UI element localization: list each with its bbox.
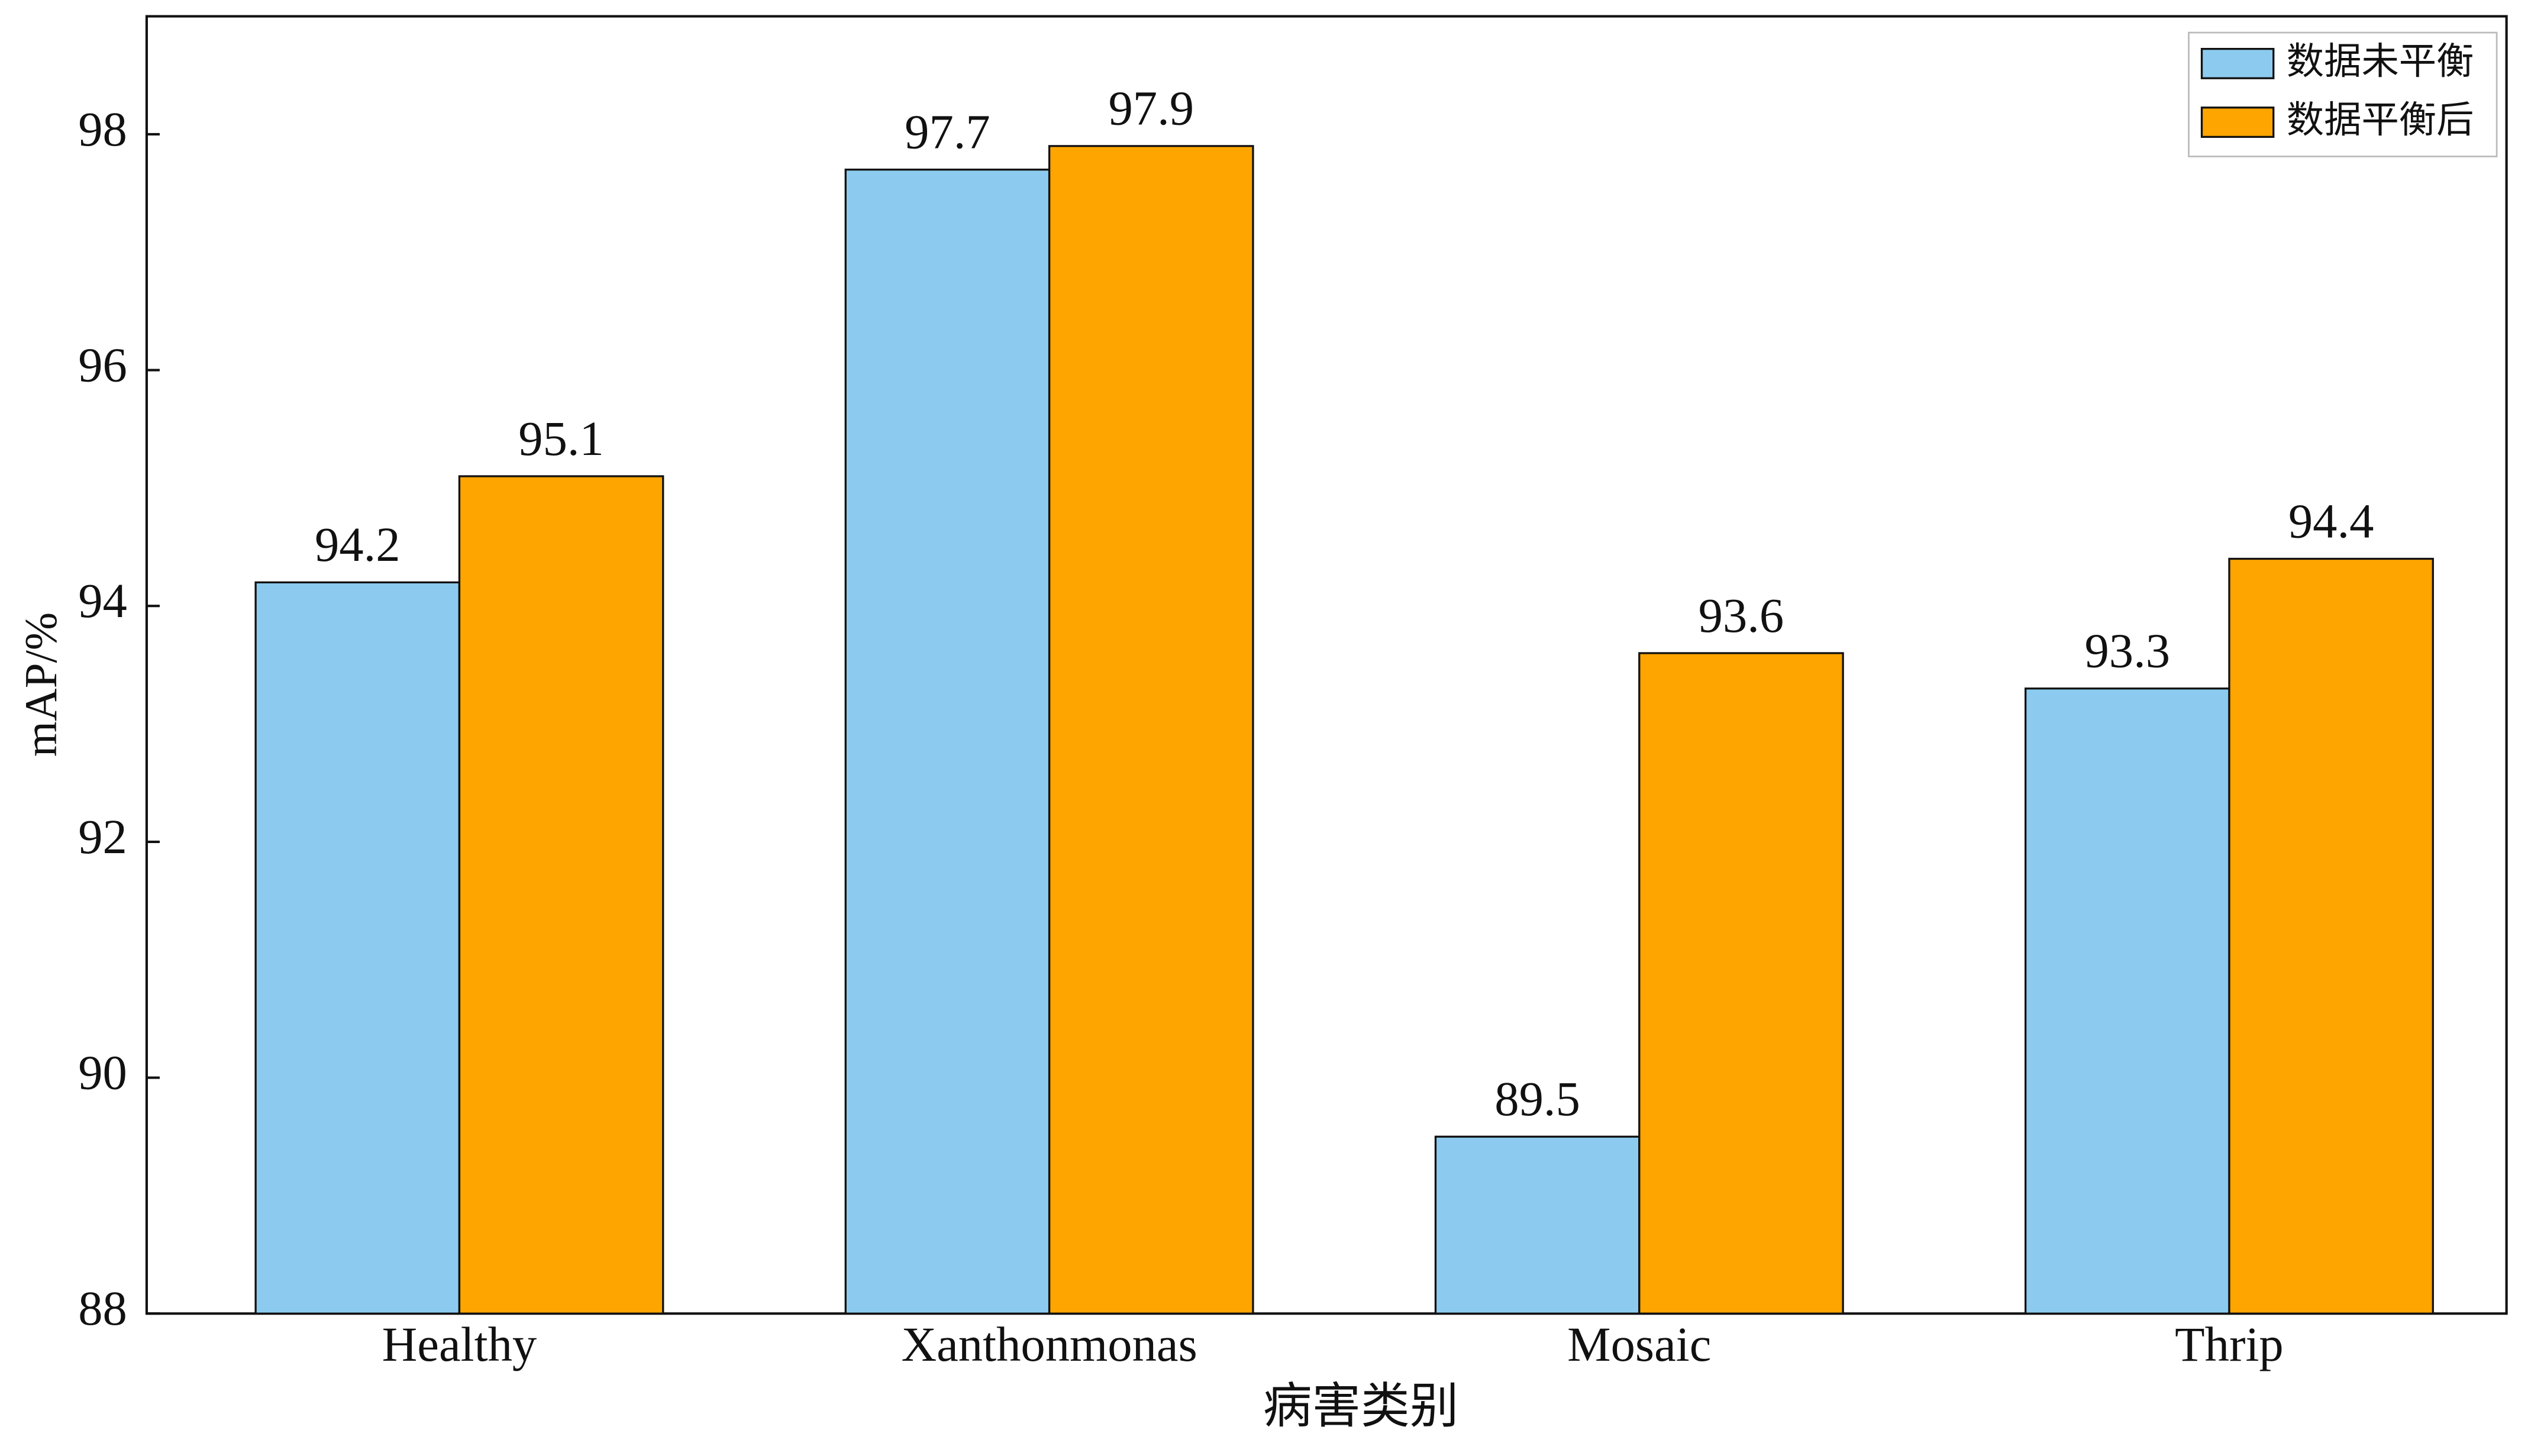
bar [2024, 687, 2230, 1315]
bar [458, 475, 664, 1315]
legend-swatch [2200, 47, 2275, 79]
value-label: 97.7 [905, 105, 990, 159]
value-label: 93.3 [2085, 624, 2171, 678]
y-tick-label: 98 [78, 102, 127, 156]
x-tick-label: Thrip [2175, 1317, 2284, 1371]
value-label: 94.2 [315, 517, 401, 572]
bar [1048, 145, 1254, 1315]
legend-label: 数据平衡后 [2287, 98, 2474, 141]
x-axis-label: 病害类别 [1263, 1378, 1459, 1433]
y-axis-label: mAP/% [15, 612, 66, 757]
y-tick-label: 88 [78, 1281, 127, 1335]
value-label: 93.6 [1699, 588, 1784, 643]
value-label: 97.9 [1108, 81, 1194, 135]
x-tick-label: Healthy [382, 1317, 537, 1371]
y-tick-label: 96 [78, 338, 127, 392]
x-tick-label: Xanthonmonas [901, 1317, 1197, 1371]
bar [2228, 557, 2434, 1315]
bar [844, 169, 1051, 1315]
value-label: 95.1 [518, 411, 604, 466]
y-tick-label: 92 [78, 809, 127, 864]
plot-frame [145, 15, 2508, 1315]
value-label: 89.5 [1494, 1071, 1580, 1126]
bar [1434, 1135, 1641, 1315]
x-tick-label: Mosaic [1567, 1317, 1711, 1371]
y-tick-label: 94 [78, 573, 127, 628]
bar [254, 581, 461, 1315]
legend-label: 数据未平衡 [2287, 39, 2474, 83]
bar [1638, 652, 1844, 1315]
legend-swatch [2200, 106, 2275, 138]
y-tick-label: 90 [78, 1045, 127, 1100]
value-label: 94.4 [2288, 493, 2374, 548]
